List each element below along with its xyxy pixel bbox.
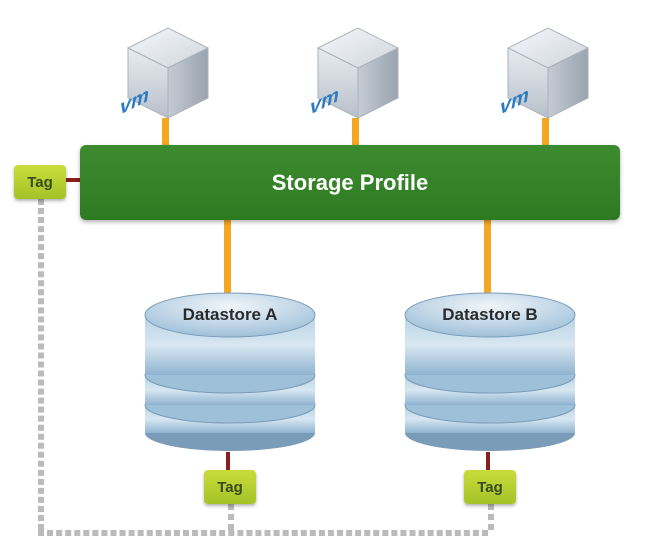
datastore-a: Datastore A: [135, 275, 325, 455]
tag-label: Tag: [477, 479, 503, 496]
dashed-connector: [38, 199, 44, 530]
storage-profile-box: Storage Profile: [80, 145, 620, 220]
tag-left: Tag: [14, 165, 66, 199]
tag-label: Tag: [27, 174, 53, 191]
vm-box: vm: [493, 18, 603, 123]
storage-profile-label: Storage Profile: [272, 170, 428, 196]
datastore-label: Datastore A: [135, 305, 325, 325]
tag-datastore-b: Tag: [464, 470, 516, 504]
tag-label: Tag: [217, 479, 243, 496]
vm-box: vm: [113, 18, 223, 123]
dashed-connector: [488, 504, 494, 530]
vm-box: vm: [303, 18, 413, 123]
datastore-b: Datastore B: [395, 275, 585, 455]
connector-tag-profile: [66, 178, 80, 182]
diagram-canvas: vm vm vm Storage Profile: [0, 0, 646, 550]
dashed-connector: [228, 504, 234, 530]
dashed-connector: [38, 530, 488, 536]
datastore-label: Datastore B: [395, 305, 585, 325]
tag-datastore-a: Tag: [204, 470, 256, 504]
